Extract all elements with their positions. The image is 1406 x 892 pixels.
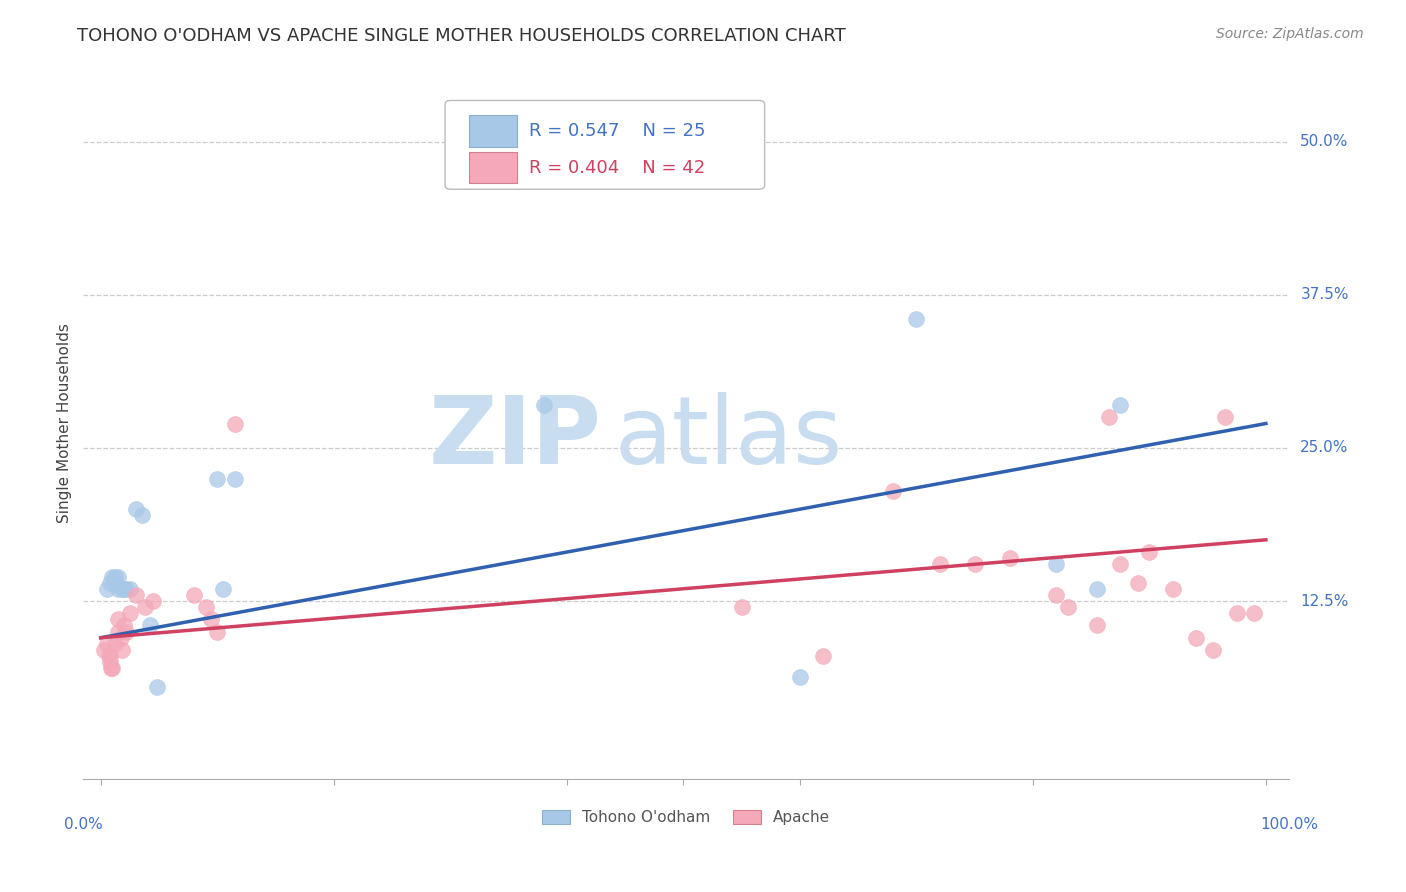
Point [96, 582, 118, 596]
Text: ZIP: ZIP [429, 392, 602, 483]
Point [111, 643, 134, 657]
Text: 12.5%: 12.5% [1301, 593, 1348, 608]
Point [101, 661, 124, 675]
Point [224, 472, 246, 486]
Text: 100.0%: 100.0% [1260, 817, 1319, 832]
Point [1161, 582, 1184, 596]
Point [811, 649, 834, 664]
FancyBboxPatch shape [446, 101, 765, 189]
Y-axis label: Single Mother Households: Single Mother Households [58, 324, 72, 524]
Point [98, 575, 121, 590]
Point [1097, 410, 1119, 425]
Point [1045, 558, 1067, 572]
Point [928, 558, 950, 572]
Point [1202, 643, 1225, 657]
Point [207, 624, 229, 639]
Point [104, 569, 127, 583]
Point [98, 655, 121, 669]
Point [100, 661, 122, 675]
Point [118, 607, 141, 621]
Point [200, 612, 222, 626]
Point [194, 600, 217, 615]
Point [882, 483, 904, 498]
Point [1045, 588, 1067, 602]
Point [1185, 631, 1208, 645]
Text: R = 0.547    N = 25: R = 0.547 N = 25 [530, 122, 706, 140]
Point [112, 582, 135, 596]
Point [1137, 545, 1160, 559]
Legend: Tohono O'odham, Apache: Tohono O'odham, Apache [536, 804, 837, 831]
Point [115, 624, 138, 639]
Point [998, 551, 1021, 566]
Point [138, 618, 160, 632]
Point [107, 569, 129, 583]
Point [107, 624, 129, 639]
Point [1243, 607, 1265, 621]
Point [93, 643, 115, 657]
Text: 0.0%: 0.0% [63, 817, 103, 832]
Point [134, 600, 156, 615]
Point [533, 398, 555, 412]
Text: atlas: atlas [614, 392, 842, 483]
Point [1085, 618, 1108, 632]
Point [98, 649, 121, 664]
Point [118, 582, 141, 596]
Point [207, 472, 229, 486]
Text: R = 0.404    N = 42: R = 0.404 N = 42 [530, 159, 706, 177]
Point [212, 582, 235, 596]
Point [115, 582, 138, 596]
Text: TOHONO O'ODHAM VS APACHE SINGLE MOTHER HOUSEHOLDS CORRELATION CHART: TOHONO O'ODHAM VS APACHE SINGLE MOTHER H… [77, 27, 846, 45]
Point [145, 680, 167, 694]
Point [111, 582, 134, 596]
Point [1213, 410, 1236, 425]
Text: 50.0%: 50.0% [1301, 135, 1348, 150]
Point [101, 569, 124, 583]
Point [131, 508, 153, 523]
Point [104, 575, 127, 590]
Point [107, 612, 129, 626]
Point [110, 631, 132, 645]
Point [224, 417, 246, 431]
Point [142, 594, 165, 608]
Point [1056, 600, 1078, 615]
Point [1085, 582, 1108, 596]
Point [1126, 575, 1149, 590]
Point [125, 588, 148, 602]
Point [183, 588, 205, 602]
Point [696, 153, 718, 168]
Point [789, 670, 811, 684]
Point [107, 582, 129, 596]
Point [125, 502, 148, 516]
Point [1109, 558, 1132, 572]
FancyBboxPatch shape [470, 152, 517, 184]
Text: Source: ZipAtlas.com: Source: ZipAtlas.com [1216, 27, 1364, 41]
Point [1109, 398, 1132, 412]
Point [963, 558, 986, 572]
Point [112, 618, 135, 632]
Point [97, 649, 120, 664]
Point [104, 637, 127, 651]
Point [905, 312, 928, 326]
Point [96, 637, 118, 651]
Text: 37.5%: 37.5% [1301, 287, 1348, 302]
FancyBboxPatch shape [470, 115, 517, 146]
Text: 25.0%: 25.0% [1301, 441, 1348, 456]
Point [1226, 607, 1249, 621]
Point [730, 600, 752, 615]
